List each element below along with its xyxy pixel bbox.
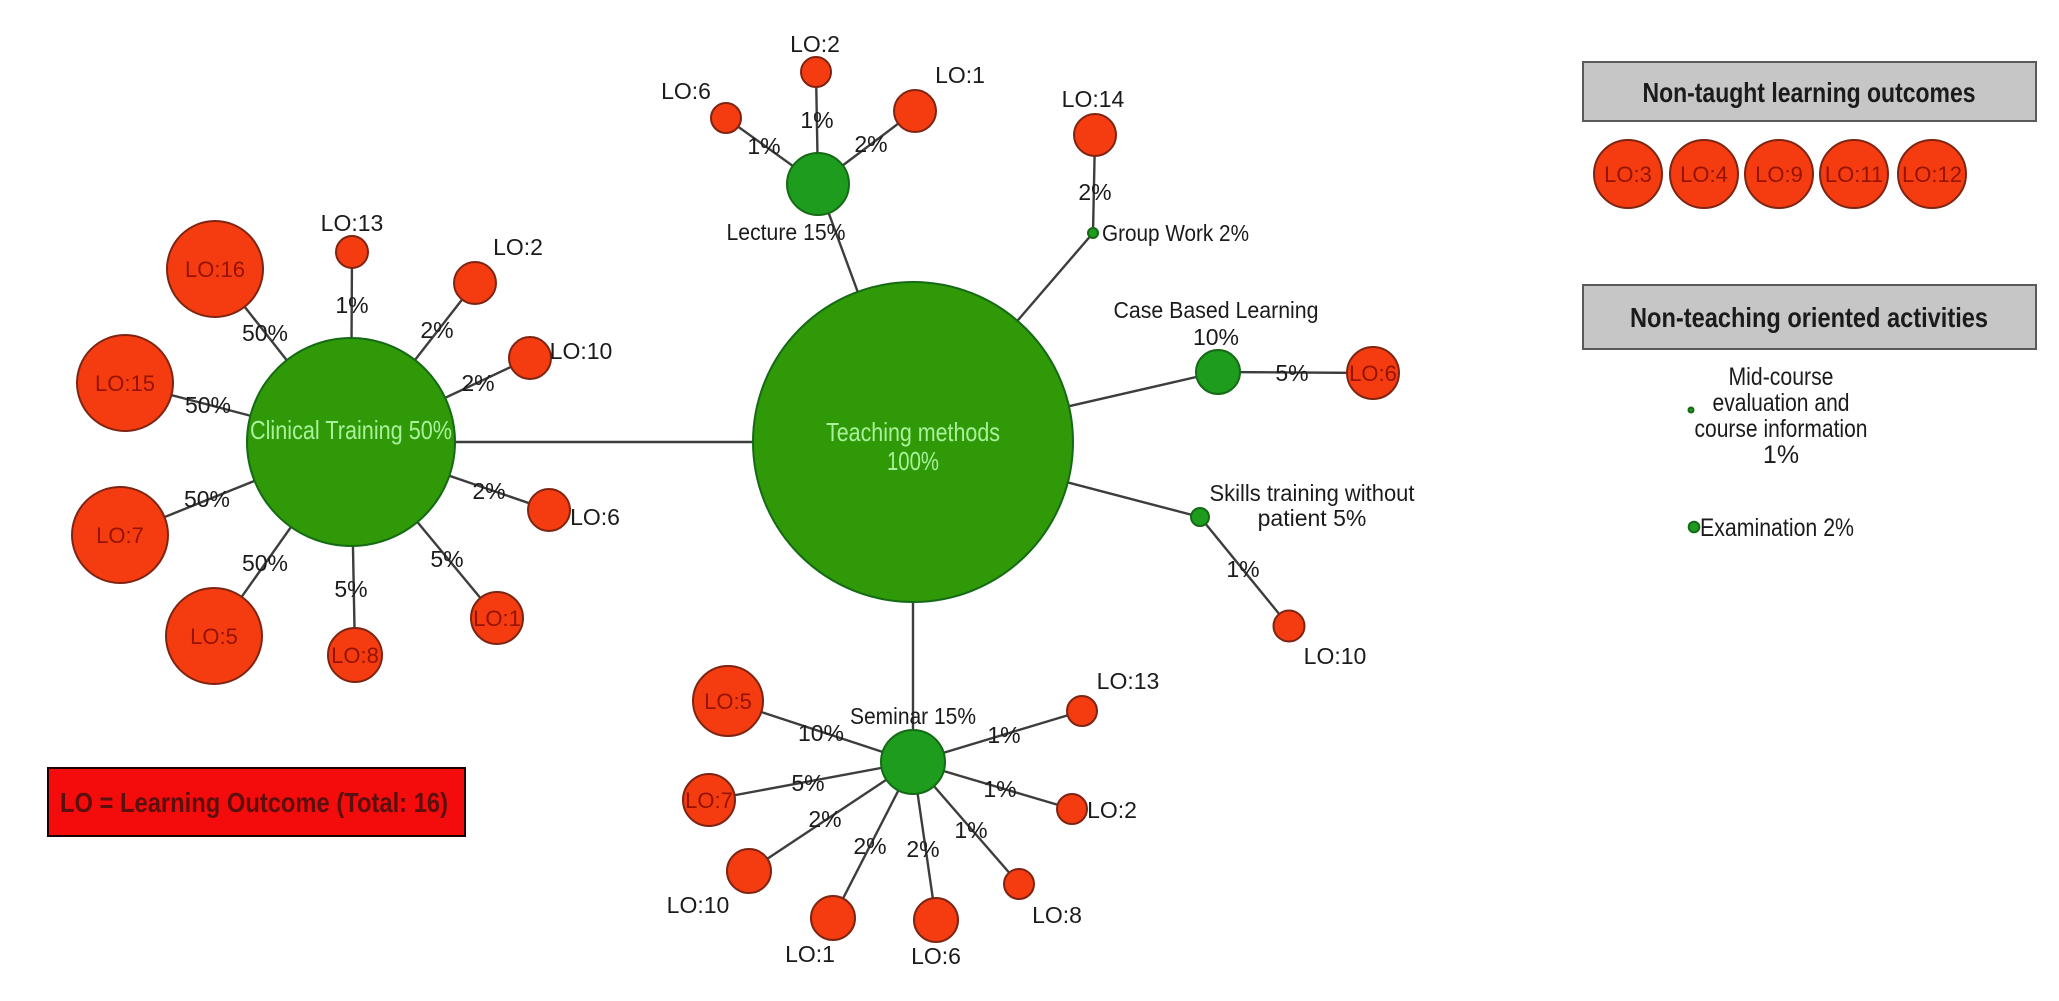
svg-text:2%: 2% bbox=[906, 836, 939, 862]
svg-text:50%: 50% bbox=[242, 550, 288, 576]
svg-text:2%: 2% bbox=[461, 370, 494, 396]
svg-text:Case Based Learning: Case Based Learning bbox=[1114, 297, 1319, 323]
svg-text:LO:1: LO:1 bbox=[785, 941, 835, 967]
svg-text:LO:2: LO:2 bbox=[493, 234, 543, 260]
svg-text:10%: 10% bbox=[1193, 324, 1239, 350]
svg-text:Teaching methods: Teaching methods bbox=[826, 417, 1000, 447]
svg-text:LO:3: LO:3 bbox=[1604, 162, 1652, 187]
svg-text:LO:11: LO:11 bbox=[1825, 162, 1883, 187]
svg-text:1%: 1% bbox=[335, 292, 368, 318]
svg-text:course information: course information bbox=[1695, 415, 1868, 443]
svg-text:LO:8: LO:8 bbox=[331, 643, 379, 668]
svg-text:LO:12: LO:12 bbox=[1902, 162, 1962, 187]
svg-text:LO:6: LO:6 bbox=[661, 78, 711, 104]
svg-text:1%: 1% bbox=[987, 722, 1020, 748]
svg-text:Examination 2%: Examination 2% bbox=[1700, 514, 1854, 542]
svg-text:2%: 2% bbox=[853, 833, 886, 859]
svg-text:100%: 100% bbox=[887, 446, 939, 476]
svg-text:5%: 5% bbox=[791, 770, 824, 796]
svg-text:LO:10: LO:10 bbox=[1304, 643, 1367, 669]
svg-text:1%: 1% bbox=[1226, 556, 1259, 582]
svg-text:LO:4: LO:4 bbox=[1680, 162, 1728, 187]
svg-text:LO:5: LO:5 bbox=[190, 624, 238, 649]
svg-text:Skills training without: Skills training without bbox=[1210, 480, 1416, 506]
svg-text:2%: 2% bbox=[854, 131, 887, 157]
svg-text:LO:15: LO:15 bbox=[95, 371, 155, 396]
svg-text:LO:1: LO:1 bbox=[935, 62, 985, 88]
svg-text:50%: 50% bbox=[184, 486, 230, 512]
svg-text:50%: 50% bbox=[185, 392, 231, 418]
svg-text:Mid-course: Mid-course bbox=[1729, 363, 1834, 391]
svg-text:LO:6: LO:6 bbox=[570, 504, 620, 530]
svg-text:LO:8: LO:8 bbox=[1032, 902, 1082, 928]
svg-text:Group Work 2%: Group Work 2% bbox=[1102, 220, 1249, 246]
svg-text:LO:1: LO:1 bbox=[473, 606, 521, 631]
svg-text:LO = Learning Outcome (Total:: LO = Learning Outcome (Total: 16) bbox=[60, 787, 448, 818]
svg-text:2%: 2% bbox=[1078, 179, 1111, 205]
svg-text:2%: 2% bbox=[472, 478, 505, 504]
svg-text:Non-teaching oriented activiti: Non-teaching oriented activities bbox=[1630, 302, 1988, 333]
svg-text:LO:13: LO:13 bbox=[1097, 668, 1160, 694]
svg-text:1%: 1% bbox=[983, 776, 1016, 802]
svg-text:10%: 10% bbox=[798, 720, 844, 746]
svg-text:LO:7: LO:7 bbox=[96, 523, 144, 548]
svg-text:5%: 5% bbox=[1275, 360, 1308, 386]
svg-text:Clinical Training 50%: Clinical Training 50% bbox=[250, 415, 452, 445]
svg-text:1%: 1% bbox=[747, 133, 780, 159]
svg-text:Lecture 15%: Lecture 15% bbox=[727, 219, 846, 245]
svg-text:patient 5%: patient 5% bbox=[1258, 505, 1367, 531]
svg-text:LO:13: LO:13 bbox=[321, 210, 384, 236]
svg-text:LO:7: LO:7 bbox=[685, 788, 733, 813]
svg-text:1%: 1% bbox=[800, 107, 833, 133]
svg-text:LO:5: LO:5 bbox=[704, 689, 752, 714]
svg-text:LO:14: LO:14 bbox=[1062, 86, 1125, 112]
svg-text:LO:2: LO:2 bbox=[790, 31, 840, 57]
svg-text:5%: 5% bbox=[334, 576, 367, 602]
svg-text:Seminar 15%: Seminar 15% bbox=[850, 703, 976, 729]
svg-text:Non-taught learning outcomes: Non-taught learning outcomes bbox=[1643, 77, 1976, 108]
svg-text:LO:2: LO:2 bbox=[1087, 797, 1137, 823]
svg-text:LO:10: LO:10 bbox=[667, 892, 730, 918]
svg-text:LO:10: LO:10 bbox=[550, 338, 613, 364]
svg-text:50%: 50% bbox=[242, 320, 288, 346]
svg-text:1%: 1% bbox=[954, 817, 987, 843]
svg-text:5%: 5% bbox=[430, 546, 463, 572]
svg-text:LO:16: LO:16 bbox=[185, 257, 245, 282]
svg-text:evaluation and: evaluation and bbox=[1713, 389, 1850, 417]
svg-text:LO:6: LO:6 bbox=[1349, 361, 1397, 386]
svg-text:1%: 1% bbox=[1763, 441, 1799, 469]
svg-text:2%: 2% bbox=[808, 806, 841, 832]
svg-text:2%: 2% bbox=[420, 317, 453, 343]
svg-text:LO:9: LO:9 bbox=[1755, 162, 1803, 187]
svg-text:LO:6: LO:6 bbox=[911, 943, 961, 969]
